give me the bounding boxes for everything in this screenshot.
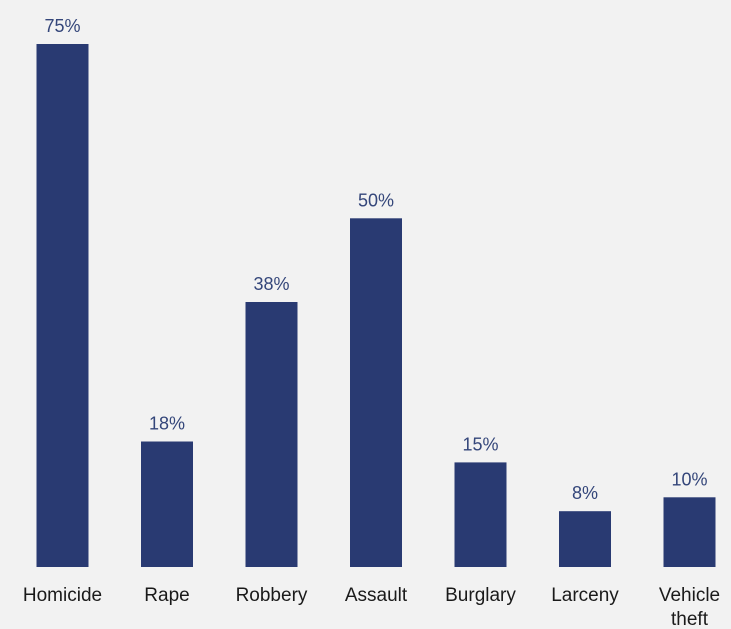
bar-burglary (454, 462, 507, 567)
category-label-line: Assault (345, 585, 408, 606)
category-label-line: theft (671, 609, 709, 629)
value-label-rape: 18% (149, 413, 185, 433)
value-label-vehicle-theft: 10% (671, 469, 707, 489)
category-label-line: Rape (144, 585, 189, 606)
bar-vehicle-theft (663, 497, 716, 567)
value-label-larceny: 8% (572, 483, 598, 503)
category-labels-layer: Homicide Rape Robbery Assault Burglary Larcen… (23, 585, 720, 629)
value-label-assault: 50% (358, 190, 394, 210)
value-labels-layer: 75% 18% 38% 50% 15% 8% 10% (44, 16, 707, 503)
bar-assault (350, 218, 402, 568)
bar-robbery (245, 302, 298, 567)
category-label-line: Homicide (23, 585, 102, 606)
bar-larceny (559, 511, 611, 567)
category-label-burglary: Burglary (445, 585, 516, 606)
value-label-robbery: 38% (253, 274, 289, 294)
category-label-rape: Rape (144, 585, 189, 606)
category-label-homicide: Homicide (23, 585, 102, 606)
value-label-burglary: 15% (462, 434, 498, 454)
bars-layer (36, 44, 716, 568)
category-label-vehicle-theft: Vehicle theft (659, 585, 720, 629)
category-label-line: Robbery (236, 585, 308, 606)
category-label-assault: Assault (345, 585, 408, 606)
category-label-line: Larceny (551, 585, 619, 606)
value-label-homicide: 75% (44, 16, 80, 36)
category-label-line: Vehicle (659, 585, 720, 606)
bar-rape (141, 441, 193, 567)
category-label-larceny: Larceny (551, 585, 619, 606)
category-label-line: Burglary (445, 585, 516, 606)
bar-homicide (36, 44, 89, 567)
category-label-robbery: Robbery (236, 585, 308, 606)
